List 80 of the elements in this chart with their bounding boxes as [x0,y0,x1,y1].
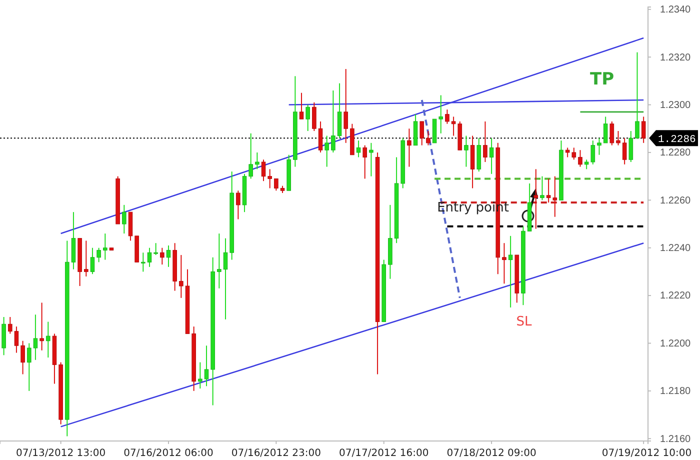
candlestick [40,302,44,351]
candlestick [90,247,95,275]
candlestick [540,176,544,201]
candlestick [20,340,25,375]
candlestick [641,116,646,144]
candlestick [204,345,209,387]
candlestick [502,242,506,284]
candlestick [483,120,488,162]
candlestick [84,240,88,277]
y-tick-label: 1.2240 [660,243,692,254]
candlestick [147,247,152,268]
candlestick [236,190,240,220]
candlestick [248,132,253,180]
candlestick [274,178,278,192]
annotation: SL [516,314,532,330]
y-tick-label: 1.2340 [660,4,692,16]
y-tick-label: 1.2220 [660,290,692,302]
candlestick [306,104,310,132]
candlestick [616,130,620,146]
candlestick [603,116,608,144]
candlestick [508,235,513,308]
x-tick-label: 07/19/2012 10:00 [602,448,692,459]
candlestick [122,204,126,234]
candlestick [578,150,582,168]
candlestick [337,82,342,139]
candlestick [445,109,450,124]
candlestick [344,68,348,144]
y-tick-label: 1.2160 [660,434,692,445]
candlestick [476,138,482,172]
candlestick [597,138,602,156]
candlestick [198,362,202,390]
candlestick [356,140,361,158]
annotation: TP [590,70,614,90]
candlestick [166,244,171,268]
candlestick [622,138,627,165]
candlestick [407,128,412,168]
candlestick [128,212,133,242]
candlestick [71,212,76,270]
candlestick [255,152,260,170]
candlestick [610,120,614,146]
ref-line-label: 1.2286 [658,134,696,146]
y-tick-label: 1.2200 [660,338,692,350]
candlestick [420,120,424,146]
candlestick [534,168,538,230]
candlestick [628,130,634,162]
candlestick [324,135,329,168]
y-tick-label: 1.2300 [660,100,692,111]
x-tick-label: 07/18/2012 09:00 [446,448,536,459]
candlestick [96,247,101,263]
x-tick-label: 07/16/2012 23:00 [231,448,321,459]
candlestick [223,238,228,320]
candlestick [369,142,374,177]
candlestick [299,92,304,120]
candlestick [318,120,323,153]
candlestick [413,114,418,146]
candlestick [46,321,50,358]
candlestick [312,102,316,132]
candlestick [2,316,6,356]
candlestick [268,168,272,189]
candlestick [141,252,146,272]
candlestick [470,135,475,189]
x-tick-label: 07/17/2012 16:00 [339,448,429,459]
candlestick [331,90,336,153]
candlestick [154,242,158,256]
candlestick [261,159,266,182]
x-tick-label: 07/13/2012 13:00 [16,448,106,459]
candlestick [464,135,468,168]
y-tick-label: 1.2280 [660,148,692,159]
candlestick [160,247,164,266]
candlestick [426,130,430,146]
x-tick-label: 07/16/2012 06:00 [124,448,214,459]
candlestick [179,254,184,298]
candlestick [489,138,494,174]
y-tick-label: 1.2320 [660,52,692,64]
y-tick-label: 1.2260 [660,195,692,206]
candlestick [217,233,222,289]
candlestick [635,52,640,139]
y-tick-label: 1.2180 [660,386,692,398]
candlestick [362,144,368,180]
candlestick [103,233,108,260]
